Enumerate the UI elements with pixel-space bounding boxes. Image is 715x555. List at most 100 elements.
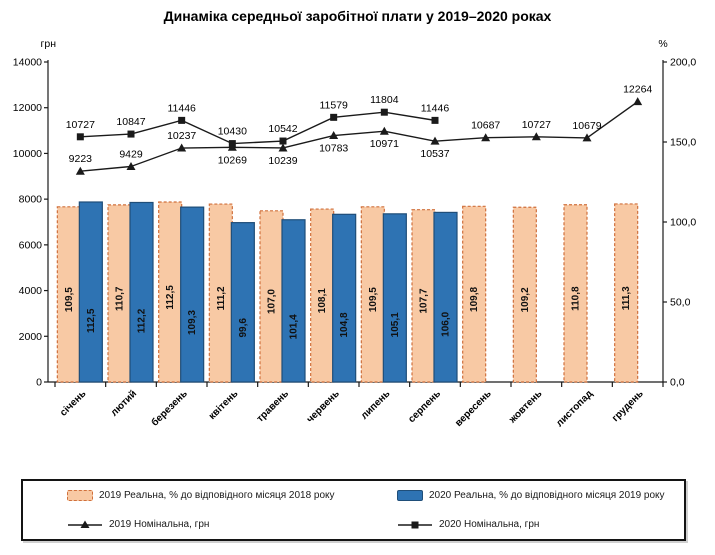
bar-value-label: 109,8 <box>469 286 480 311</box>
legend-swatch-2020-real-bar <box>397 490 423 501</box>
chart-legend: 2019 Реальна, % до відповідного місяця 2… <box>21 479 686 541</box>
bar-2019-real <box>614 203 639 383</box>
triangle-marker <box>379 126 389 135</box>
bar-value-label: 105,1 <box>390 312 401 337</box>
line-value-label: 10679 <box>572 120 601 132</box>
right-axis-tick-label: 150,0 <box>670 137 696 149</box>
bar-value-label: 108,1 <box>317 288 328 313</box>
left-axis-unit-label: грн <box>41 38 57 50</box>
month-tick-label: серпень <box>406 388 443 425</box>
square-marker <box>178 116 186 124</box>
line-2020-nominal <box>80 111 436 145</box>
line-value-label: 10237 <box>167 130 196 142</box>
legend-label-2019-nominal: 2019 Номінальна, грн <box>109 519 210 530</box>
line-value-label: 10269 <box>218 154 247 166</box>
triangle-marker <box>430 136 440 145</box>
line-value-label: 9223 <box>69 153 93 165</box>
legend-marker-line-triangle-icon <box>68 520 102 528</box>
line-value-label: 10727 <box>66 119 95 131</box>
square-marker <box>228 140 236 148</box>
line-2019-nominal <box>80 101 639 172</box>
month-tick-label: лютий <box>109 388 139 418</box>
month-tick-label: березень <box>149 388 190 429</box>
line-value-label: 10727 <box>522 119 551 131</box>
bar-2019-real <box>462 205 487 383</box>
left-axis-tick-label: 4000 <box>19 285 43 297</box>
bar-2019-real <box>563 204 588 383</box>
triangle-marker <box>633 97 643 106</box>
triangle-marker <box>582 133 592 142</box>
bar-value-label: 107,7 <box>419 288 430 313</box>
chart-title: Динаміка середньої заробітної плати у 20… <box>163 8 552 24</box>
bar-value-label: 112,5 <box>165 285 176 310</box>
left-axis-tick-label: 14000 <box>13 57 42 69</box>
square-marker <box>279 137 287 145</box>
bar-2020-real <box>382 213 407 383</box>
line-value-label: 10542 <box>268 123 297 135</box>
legend-marker-line-square-icon <box>398 521 432 528</box>
right-axis-tick-label: 100,0 <box>670 217 696 229</box>
month-tick-label: січень <box>58 388 88 418</box>
bar-value-label: 109,3 <box>187 310 198 335</box>
triangle-marker <box>75 166 85 175</box>
combo-chart-canvas: 0 2000 4000 6000 8000 10000 12000 14000 0,0 50,0 1… <box>13 38 697 429</box>
bar-value-label: 104,8 <box>339 312 350 337</box>
line-value-label: 10847 <box>116 116 145 128</box>
line-value-label: 9429 <box>119 148 143 160</box>
left-axis-tick-label: 2000 <box>19 331 43 343</box>
line-value-label: 10971 <box>370 138 399 150</box>
square-marker <box>380 108 388 116</box>
line-value-label: 12264 <box>623 84 652 96</box>
bar-2020-real <box>281 219 306 383</box>
bar-2020-real <box>78 201 103 383</box>
bar-2020-real <box>433 211 458 383</box>
month-tick-label: травень <box>255 388 291 424</box>
left-axis-tick-label: 10000 <box>13 148 42 160</box>
month-tick-label: червень <box>305 388 342 425</box>
line-value-label: 10537 <box>420 148 449 160</box>
month-tick-label: жовтень <box>507 388 545 426</box>
bar-value-label: 109,5 <box>64 287 75 312</box>
bar-2019-real <box>411 209 436 383</box>
bar-2020-real <box>129 201 154 383</box>
month-tick-label: листопад <box>554 388 595 429</box>
legend-label-2020-nominal: 2020 Номінальна, грн <box>439 519 540 530</box>
line-value-label: 11579 <box>319 99 348 111</box>
month-tick-label: вересень <box>453 388 494 429</box>
bar-2019-real <box>512 206 537 383</box>
left-axis-tick-label: 0 <box>36 377 42 389</box>
legend-label-2020-real: 2020 Реальна, % до відповідного місяця 2… <box>429 490 665 501</box>
right-axis-tick-label: 200,0 <box>670 57 696 69</box>
bar-value-label: 107,0 <box>267 289 278 314</box>
legend-item-2020-real: 2020 Реальна, % до відповідного місяця 2… <box>397 490 684 501</box>
month-tick-label: квітень <box>207 388 241 422</box>
legend-item-2019-nominal: 2019 Номінальна, грн <box>67 519 397 531</box>
bar-2020-real <box>180 206 205 383</box>
left-axis-tick-label: 12000 <box>13 102 42 114</box>
triangle-marker <box>481 133 491 142</box>
line-value-label: 10430 <box>218 126 247 138</box>
line-value-label: 10239 <box>268 155 297 167</box>
bar-value-label: 99,6 <box>238 318 249 338</box>
triangle-marker <box>278 143 288 152</box>
bar-value-label: 112,2 <box>137 308 148 333</box>
line-value-label: 11446 <box>421 102 450 114</box>
month-tick-label: грудень <box>610 388 646 424</box>
left-axis-tick-label: 8000 <box>19 194 43 206</box>
triangle-marker <box>177 143 187 152</box>
square-marker <box>76 133 84 141</box>
bar-2019-real <box>259 210 284 383</box>
bar-value-label: 111,3 <box>621 286 632 310</box>
line-value-label: 10783 <box>319 143 348 155</box>
right-axis-tick-label: 0,0 <box>670 377 685 389</box>
legend-item-2019-real: 2019 Реальна, % до відповідного місяця 2… <box>67 490 397 501</box>
triangle-marker <box>329 131 339 140</box>
bar-value-label: 110,8 <box>571 286 582 311</box>
right-axis-unit-label: % <box>658 38 667 50</box>
bar-value-label: 111,2 <box>216 286 227 310</box>
bar-value-label: 110,7 <box>115 286 126 311</box>
line-value-label: 10687 <box>471 120 500 132</box>
line-value-label: 11804 <box>370 94 399 106</box>
month-tick-label: липень <box>359 388 392 421</box>
bar-value-label: 106,0 <box>441 311 452 336</box>
